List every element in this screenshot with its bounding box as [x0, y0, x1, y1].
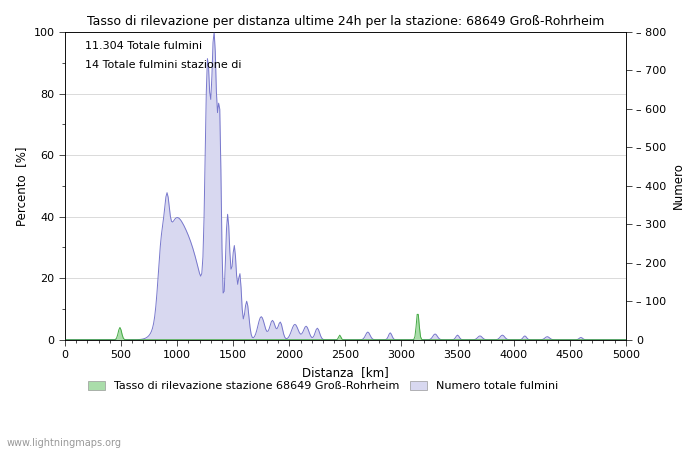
Y-axis label: Percento  [%]: Percento [%]	[15, 146, 28, 225]
Y-axis label: Numero: Numero	[672, 162, 685, 209]
Text: 14 Totale fulmini stazione di: 14 Totale fulmini stazione di	[85, 60, 241, 70]
X-axis label: Distanza  [km]: Distanza [km]	[302, 366, 388, 379]
Title: Tasso di rilevazione per distanza ultime 24h per la stazione: 68649 Groß-Rohrhei: Tasso di rilevazione per distanza ultime…	[87, 15, 604, 28]
Text: 11.304 Totale fulmini: 11.304 Totale fulmini	[85, 41, 202, 51]
Legend: Tasso di rilevazione stazione 68649 Groß-Rohrheim, Numero totale fulmini: Tasso di rilevazione stazione 68649 Groß…	[83, 376, 562, 396]
Text: www.lightningmaps.org: www.lightningmaps.org	[7, 438, 122, 448]
